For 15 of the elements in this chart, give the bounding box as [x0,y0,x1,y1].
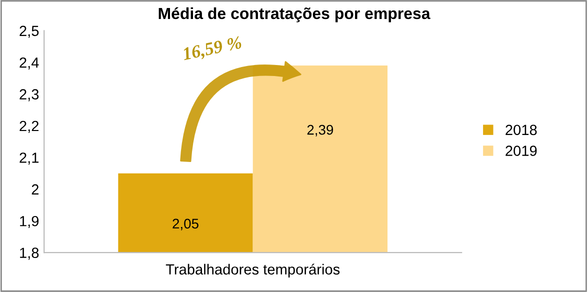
y-tick-label: 2,4 [20,57,39,70]
data-label: 2,05 [172,218,198,230]
chart-title: Média de contratações por empresa [158,7,430,22]
annotation: 16,59 % [182,36,242,63]
y-tick-label: 1,9 [20,216,39,228]
y-tick-label: 2,3 [20,89,39,102]
legend-label: 2019 [506,146,537,156]
x-tick-label: Trabalhadores temporários [166,264,340,278]
y-tick-label: 2,2 [20,120,39,133]
y-tick-label: 2,1 [20,152,39,165]
y-tick-label: 1,8 [20,248,39,260]
legend-label: 2018 [506,124,537,136]
y-tick-label: 2,5 [20,26,39,38]
y-tick-label: 2 [32,184,39,194]
data-label: 2,39 [307,124,334,136]
